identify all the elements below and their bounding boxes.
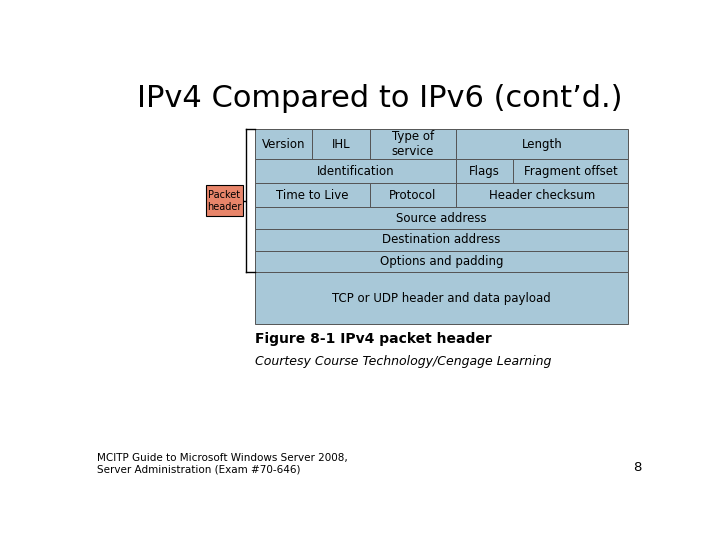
Bar	[255, 183, 369, 207]
Text: TCP or UDP header and data payload: TCP or UDP header and data payload	[332, 292, 551, 305]
Text: Length: Length	[522, 138, 562, 151]
Text: Packet
header: Packet header	[207, 190, 242, 212]
Bar	[255, 207, 629, 229]
Text: Time to Live: Time to Live	[276, 189, 348, 202]
Text: Header checksum: Header checksum	[489, 189, 595, 202]
Text: Figure 8-1 IPv4 packet header: Figure 8-1 IPv4 packet header	[255, 332, 491, 346]
Text: Type of
service: Type of service	[392, 130, 434, 158]
Bar	[255, 159, 456, 183]
Text: Protocol: Protocol	[389, 189, 436, 202]
Bar	[255, 229, 629, 251]
Text: Courtesy Course Technology/Cengage Learning: Courtesy Course Technology/Cengage Learn…	[255, 355, 551, 368]
Bar	[312, 129, 369, 159]
Bar	[369, 129, 456, 159]
Text: MCITP Guide to Microsoft Windows Server 2008,
Server Administration (Exam #70-64: MCITP Guide to Microsoft Windows Server …	[96, 453, 348, 474]
Bar	[205, 185, 243, 217]
Text: Version: Version	[261, 138, 305, 151]
Bar	[255, 129, 312, 159]
Text: Identification: Identification	[317, 165, 394, 178]
Text: Fragment offset: Fragment offset	[524, 165, 618, 178]
Bar	[513, 159, 629, 183]
Text: IPv4 Compared to IPv6 (cont’d.): IPv4 Compared to IPv6 (cont’d.)	[138, 84, 623, 112]
Bar	[255, 251, 629, 272]
Bar	[456, 159, 513, 183]
Text: IHL: IHL	[332, 138, 350, 151]
Bar	[255, 272, 629, 324]
Text: Source address: Source address	[396, 212, 487, 225]
Bar	[456, 129, 629, 159]
Text: 8: 8	[633, 461, 642, 474]
Bar	[369, 183, 456, 207]
Text: Flags: Flags	[469, 165, 500, 178]
Text: Destination address: Destination address	[382, 233, 500, 246]
Text: Options and padding: Options and padding	[379, 255, 503, 268]
Bar	[456, 183, 629, 207]
